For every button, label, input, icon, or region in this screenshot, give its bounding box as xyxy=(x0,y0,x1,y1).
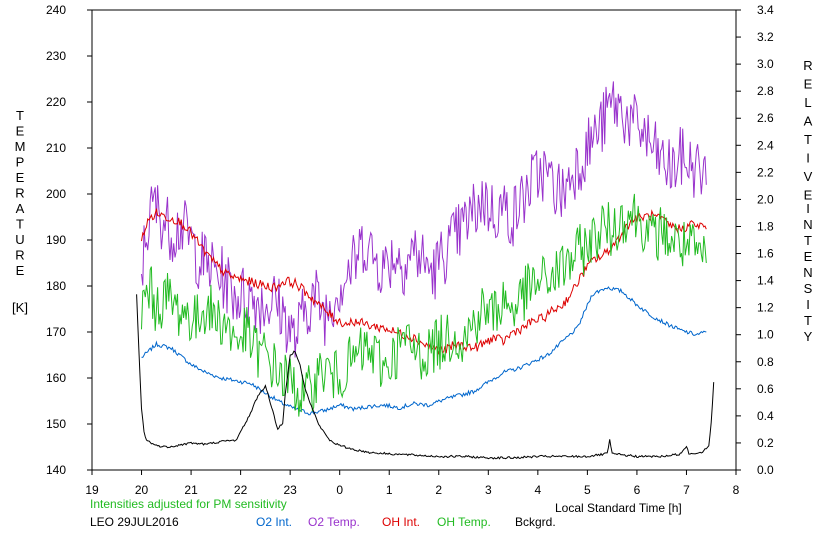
right-tick-label: 2.0 xyxy=(757,192,774,206)
right-tick-label: 3.4 xyxy=(757,3,774,17)
right-tick-label: 0.2 xyxy=(757,436,774,450)
x-tick-label: 7 xyxy=(683,483,690,497)
left-tick-label: 240 xyxy=(46,3,66,17)
left-axis-title-letter: E xyxy=(16,124,25,139)
x-tick-label: 19 xyxy=(85,483,99,497)
right-tick-label: 1.2 xyxy=(757,301,774,315)
left-tick-label: 150 xyxy=(46,417,66,431)
x-tick-label: 23 xyxy=(283,483,297,497)
right-tick-label: 1.6 xyxy=(757,247,774,261)
x-tick-label: 8 xyxy=(733,483,740,497)
x-tick-label: 5 xyxy=(584,483,591,497)
left-tick-label: 140 xyxy=(46,463,66,477)
right-axis-title-letter: E xyxy=(804,188,813,203)
left-axis-title-letter: E xyxy=(16,170,25,185)
right-tick-label: 2.6 xyxy=(757,111,774,125)
left-tick-label: 180 xyxy=(46,279,66,293)
series-line-oh-int xyxy=(141,208,707,355)
left-tick-label: 200 xyxy=(46,187,66,201)
legend-item: OH Int. xyxy=(382,515,420,529)
right-tick-label: 0.8 xyxy=(757,355,774,369)
right-axis-title-letter: N xyxy=(803,217,812,232)
x-tick-label: 1 xyxy=(386,483,393,497)
left-tick-label: 220 xyxy=(46,95,66,109)
left-axis-title-letter: M xyxy=(15,139,26,154)
x-tick-label: 0 xyxy=(336,483,343,497)
legend-item: Bckgrd. xyxy=(515,515,556,529)
right-tick-label: 2.2 xyxy=(757,165,774,179)
right-tick-label: 0.6 xyxy=(757,382,774,396)
right-tick-label: 2.8 xyxy=(757,84,774,98)
right-axis-title-letter: S xyxy=(804,281,813,296)
right-axis-title-letter: T xyxy=(804,313,812,328)
right-axis-title-letter: R xyxy=(803,58,812,73)
right-axis: 0.0 0.2 0.4 0.6 0.8 1.0 1.2 1.4 1.6 1.8 2.0 2.2 2.4 2… xyxy=(736,3,774,477)
left-axis-title-letter: T xyxy=(16,108,24,123)
station-label: LEO 29JUL2016 xyxy=(90,515,179,529)
sensitivity-note: Intensities adjusted for PM sensitivity xyxy=(90,497,287,511)
series-line-o2-int xyxy=(141,286,707,416)
right-axis-title-letter: I xyxy=(806,151,810,166)
right-tick-label: 2.4 xyxy=(757,138,774,152)
left-axis-title-letter: R xyxy=(15,186,24,201)
x-tick-label: 22 xyxy=(234,483,248,497)
left-tick-label: 230 xyxy=(46,49,66,63)
left-axis-title-letter: U xyxy=(15,232,24,247)
right-tick-label: 1.0 xyxy=(757,328,774,342)
x-tick-label: 2 xyxy=(435,483,442,497)
left-axis-title-letter: R xyxy=(15,248,24,263)
left-tick-label: 170 xyxy=(46,325,66,339)
left-axis-title-letter: P xyxy=(16,155,25,170)
right-axis-title-letter: V xyxy=(804,169,813,184)
series-layer xyxy=(136,81,715,460)
right-axis-title-letter: N xyxy=(803,265,812,280)
left-axis: 140 150 160 170 180 190 200 210 220 230 240 xyxy=(46,3,92,477)
right-axis-title-letter: T xyxy=(804,233,812,248)
left-tick-label: 190 xyxy=(46,233,66,247)
right-axis-title-letter: E xyxy=(804,77,813,92)
series-line-oh-temp xyxy=(141,193,707,417)
left-axis-title-letter: A xyxy=(16,201,25,216)
legend-item: O2 Int. xyxy=(256,515,292,529)
right-axis-title-letter: I xyxy=(806,201,810,216)
left-axis-unit: [K] xyxy=(12,300,28,315)
left-axis-title-letter: T xyxy=(16,217,24,232)
right-axis-title-letter: A xyxy=(804,114,813,129)
right-axis-title-letter: Y xyxy=(804,329,813,344)
right-tick-label: 1.8 xyxy=(757,219,774,233)
right-tick-label: 1.4 xyxy=(757,274,774,288)
right-tick-label: 3.2 xyxy=(757,30,774,44)
right-tick-label: 3.0 xyxy=(757,57,774,71)
x-tick-label: 20 xyxy=(135,483,149,497)
x-axis-label: Local Standard Time [h] xyxy=(555,501,682,515)
left-tick-label: 210 xyxy=(46,141,66,155)
right-axis-title-letter: T xyxy=(804,132,812,147)
legend-item: O2 Temp. xyxy=(308,515,360,529)
right-tick-label: 0.4 xyxy=(757,409,774,423)
left-axis-title-letter: E xyxy=(16,263,25,278)
right-axis-title-letter: L xyxy=(804,95,811,110)
right-axis-title-letter: E xyxy=(804,249,813,264)
x-axis: 19 20 21 22 23 0 1 2 3 4 5 6 7 8 xyxy=(85,470,740,497)
series-line-bckgrd xyxy=(136,294,715,460)
right-axis-title-letter: I xyxy=(806,297,810,312)
legend-item: OH Temp. xyxy=(437,515,491,529)
x-tick-label: 3 xyxy=(485,483,492,497)
x-tick-label: 21 xyxy=(184,483,198,497)
right-tick-label: 0.0 xyxy=(757,463,774,477)
left-tick-label: 160 xyxy=(46,371,66,385)
x-tick-label: 4 xyxy=(535,483,542,497)
x-tick-label: 6 xyxy=(634,483,641,497)
legend: O2 Int. O2 Temp. OH Int. OH Temp. Bckgrd. xyxy=(256,515,556,529)
series-line-o2-temp xyxy=(141,81,707,358)
